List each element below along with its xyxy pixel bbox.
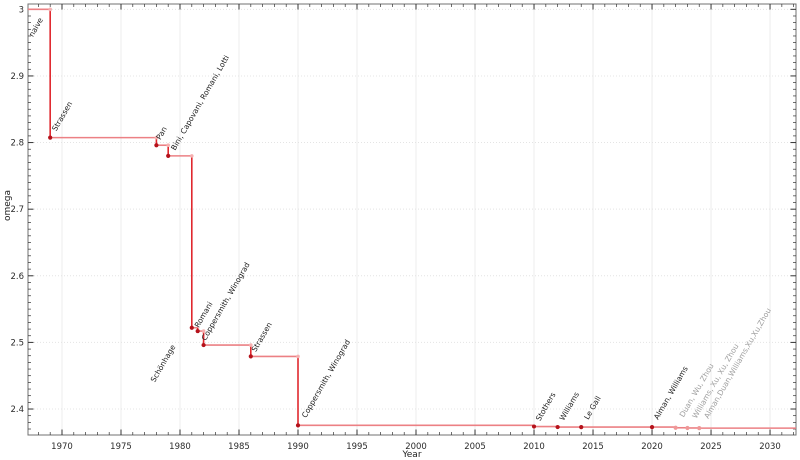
- data-point: [579, 424, 584, 430]
- x-tick-label: 1995: [346, 442, 368, 452]
- x-tick-label: 1980: [169, 442, 191, 452]
- annotation-label: Strassen: [250, 320, 274, 353]
- x-tick-label: 1970: [51, 442, 73, 452]
- annotation-label: Schönhage: [149, 343, 178, 384]
- y-tick-label: 2.6: [10, 272, 24, 282]
- step-corner-marker: [201, 329, 206, 333]
- data-point: [673, 425, 678, 430]
- annotation-label: Le Gall: [582, 394, 603, 421]
- y-tick-label: 2.9: [10, 72, 24, 82]
- step-line: [28, 7, 796, 429]
- x-tick-label: 2030: [759, 442, 781, 452]
- annotation-label: Coppersmith, Winograd: [300, 338, 352, 420]
- plot-frame: [27, 3, 797, 436]
- data-point: [48, 135, 53, 140]
- data-point: [649, 424, 655, 430]
- x-tick-labels: 1970 1975 1980 1985 1990 1995 2000 2005 2010 2015…: [51, 442, 781, 452]
- y-tick-label: 3: [19, 5, 24, 15]
- y-tick-label: 2.5: [10, 338, 24, 348]
- y-tick-labels: 2.4 2.5 2.6 2.7 2.8 2.9 3: [10, 5, 24, 415]
- data-point: [166, 153, 171, 158]
- data-point: [189, 325, 194, 330]
- step-corner-marker: [166, 143, 170, 148]
- data-point: [248, 354, 253, 359]
- annotation-label: Bini, Capovani, Romani, Lotti: [169, 54, 231, 152]
- data-points: [48, 135, 702, 431]
- annotation-label: Alman,Duan,Williams,Xu,Xu,Zhou: [702, 306, 773, 420]
- data-point: [531, 424, 537, 429]
- annotation-label: Pan: [154, 125, 169, 141]
- x-tick-label: 2020: [641, 442, 663, 452]
- x-tick-label: 2005: [464, 442, 486, 452]
- x-tick-label: 2025: [700, 442, 722, 452]
- annotation-label: naive: [27, 16, 45, 39]
- data-point: [685, 425, 690, 431]
- x-tick-label: 2015: [582, 442, 604, 452]
- gridlines: [28, 4, 796, 435]
- x-tick-label: 1985: [228, 442, 250, 452]
- annotations: naive Strassen Pan Bini, Capovani, Romani, …: [27, 16, 773, 423]
- y-tick-label: 2.8: [10, 139, 24, 149]
- y-axis-title: omega: [3, 190, 13, 222]
- data-point: [201, 342, 206, 348]
- annotation-label: Stothers: [534, 391, 558, 423]
- data-point: [295, 423, 301, 428]
- step-corner-marker: [48, 7, 52, 12]
- x-tick-label: 1990: [287, 442, 309, 452]
- step-corner-marker: [296, 354, 300, 359]
- data-point: [154, 143, 159, 148]
- data-point: [697, 426, 702, 431]
- step-corner-marker: [249, 343, 253, 347]
- y-tick-label: 2.4: [10, 405, 24, 415]
- x-tick-label: 1975: [110, 442, 132, 452]
- data-point: [555, 424, 560, 430]
- x-axis-title: Year: [402, 450, 422, 460]
- y-tick-label: 2.7: [10, 205, 24, 215]
- annotation-label: Williams: [558, 390, 582, 422]
- x-tick-label: 2000: [405, 442, 427, 452]
- axis-ticks: [28, 4, 796, 435]
- step-corner-marker: [154, 135, 159, 140]
- step-corner-marker: [189, 154, 194, 158]
- data-point: [195, 328, 200, 334]
- x-tick-label: 2010: [523, 442, 545, 452]
